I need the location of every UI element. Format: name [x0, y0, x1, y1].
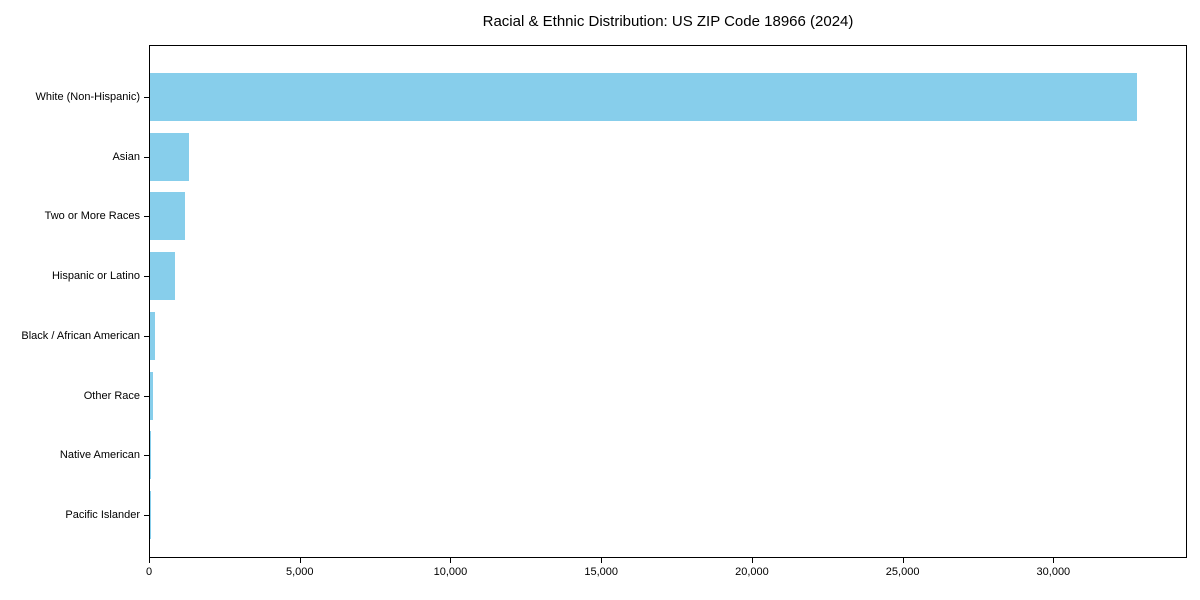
- y-tick-mark: [144, 455, 149, 457]
- x-tick-label: 10,000: [433, 566, 468, 578]
- chart-title: Racial & Ethnic Distribution: US ZIP Cod…: [482, 13, 854, 30]
- bar: [150, 73, 1138, 121]
- y-tick-mark: [144, 156, 149, 158]
- y-tick-label: Two or More Races: [44, 210, 140, 223]
- y-tick-label: Pacific Islander: [65, 508, 140, 521]
- bar: [150, 192, 185, 241]
- x-tick-label: 15,000: [584, 566, 618, 578]
- x-tick-label: 20,000: [735, 566, 769, 578]
- bar: [150, 132, 189, 181]
- y-tick-label: Other Race: [83, 389, 140, 402]
- x-tick-label: 25,000: [885, 566, 920, 578]
- x-tick-mark: [601, 558, 603, 563]
- x-tick-mark: [902, 558, 904, 563]
- x-tick-label: 5,000: [285, 566, 314, 578]
- plot-area: [149, 45, 1187, 558]
- y-tick-mark: [144, 276, 149, 278]
- y-tick-mark: [144, 216, 149, 218]
- y-tick-mark: [144, 395, 149, 397]
- bar: [150, 311, 156, 360]
- y-tick-label: Asian: [112, 150, 140, 163]
- y-tick-mark: [144, 97, 149, 98]
- x-tick-mark: [299, 558, 301, 563]
- x-tick-mark: [751, 558, 753, 563]
- y-tick-mark: [144, 514, 149, 516]
- y-tick-label: Native American: [59, 449, 140, 462]
- x-tick-mark: [450, 558, 452, 563]
- x-tick-mark: [149, 558, 150, 563]
- y-tick-label: White (Non-Hispanic): [35, 91, 140, 103]
- x-tick-label: 0: [145, 566, 153, 578]
- y-tick-label: Black / African American: [21, 329, 140, 342]
- bar: [150, 252, 176, 301]
- x-tick-label: 30,000: [1036, 566, 1071, 578]
- bar: [150, 371, 154, 420]
- y-tick-label: Hispanic or Latino: [51, 270, 140, 283]
- y-tick-mark: [144, 335, 149, 337]
- x-tick-mark: [1053, 558, 1055, 563]
